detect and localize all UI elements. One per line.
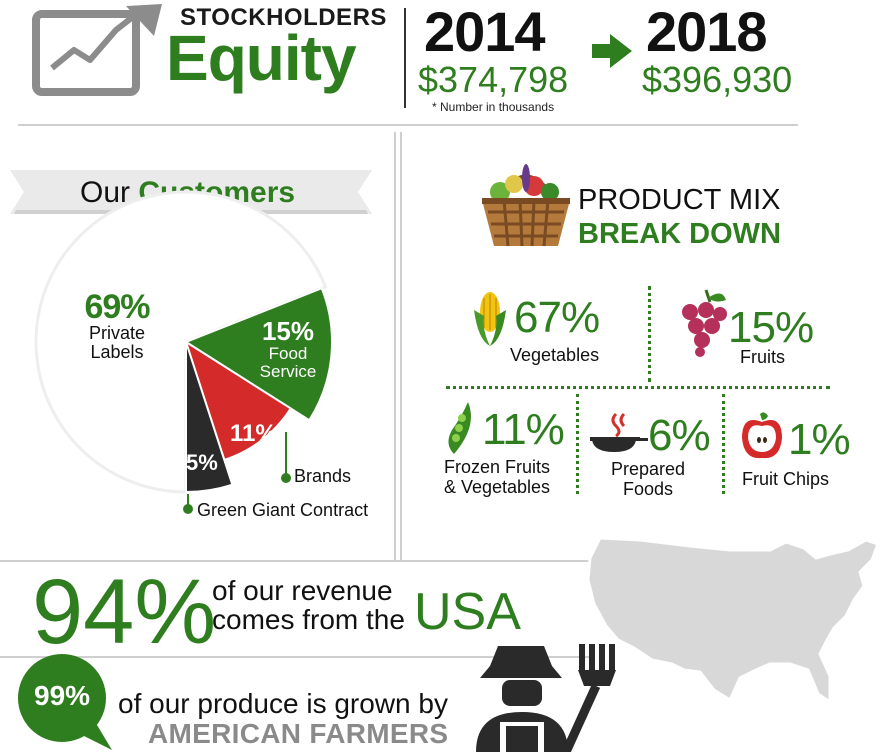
green-giant-callout-label: Green Giant Contract [197,500,369,520]
mix-divider-bottom-2 [722,394,725,494]
fruits-pct: 15% [728,303,814,352]
year-2018: 2018 [646,0,768,63]
revenue-pct: 94% [32,561,217,663]
pie-slice-food-service [183,286,333,422]
prepared-label: Prepared Foods [604,459,692,500]
veggie-basket-icon [482,164,570,247]
vegetables-pct: 67% [514,293,600,342]
brands-pct: 11% [230,420,277,447]
header-divider [404,8,406,108]
farmer-icon [476,644,616,752]
private-labels-name-1: Private [88,323,146,343]
food-service-pct: 15% [261,316,315,346]
private-labels-label: 69% Private Labels [72,290,162,362]
frozen-label: Frozen Fruits & Vegetables [440,457,554,498]
pie-slice-green-giant-contract [185,341,234,494]
year-2014: 2014 [424,0,546,63]
frozen-label-1: Frozen Fruits [443,457,551,477]
mix-divider-bottom-1 [576,394,579,494]
food-service-name-1: Food [268,344,308,364]
private-labels-name-2: Labels [90,341,144,362]
stockholders-label: STOCKHOLDERS [180,4,387,31]
prepared-label-2: Foods [622,478,674,499]
frozen-label-2: & Vegetables [443,476,551,497]
corn-icon [474,292,506,346]
speech-bubble-icon [18,654,112,750]
amount-2014: $374,798 [418,59,569,100]
private-labels-pct: 69% [84,288,150,326]
brands-callout-label: Brands [294,466,352,486]
arrow-right-icon [592,34,632,68]
prepared-pct: 6% [648,411,711,460]
thousands-note: * Number in thousands [432,100,555,114]
fruit-chips-pct: 1% [788,415,851,464]
bottom-divider-line [0,656,590,658]
mix-divider-top [648,286,651,382]
pie-slice-brands [184,339,293,462]
revenue-text: of our revenue comes from the [212,576,405,635]
farmers-line-2: AMERICAN FARMERS [148,718,449,749]
brands-callout-dot [281,473,291,483]
farmers-pct: 99% [34,680,91,711]
green-giant-callout-dot [183,504,193,514]
fruit-chips-label: Fruit Chips [742,469,830,489]
food-service-name-2: Service [259,362,317,382]
fruits-label: Fruits [740,347,785,367]
middle-divider-line [0,560,600,562]
pea-pod-icon [448,402,471,454]
food-service-label: 15% Food Service [246,316,330,382]
usa-text: USA [414,583,521,641]
product-mix-subtitle: BREAK DOWN [578,218,781,250]
vegetables-label: Vegetables [510,345,600,365]
revenue-line-1: of our revenue [212,575,393,606]
cooking-pan-icon [590,412,648,452]
frozen-pct: 11% [482,405,565,454]
customers-title-plain: Our [80,176,131,209]
pie-slice-private-labels [34,190,328,494]
panel-divider [394,132,396,560]
usa-map [586,536,880,705]
revenue-line-2: comes from the [212,604,405,636]
apple-icon [742,412,782,459]
mix-divider-horizontal [446,386,830,389]
farmers-line-1: of our produce is grown by [118,688,448,719]
growth-chart-icon [32,4,162,96]
green-giant-pct: 5% [186,450,218,475]
header-divider-line [18,124,798,126]
prepared-label-1: Prepared [610,459,686,479]
product-mix-title: PRODUCT MIX [578,184,781,216]
amount-2018: $396,930 [642,59,793,100]
panel-divider-2 [400,132,402,560]
customers-pie-chart [34,190,333,514]
grapes-icon [682,289,727,357]
equity-title: Equity [166,22,357,94]
